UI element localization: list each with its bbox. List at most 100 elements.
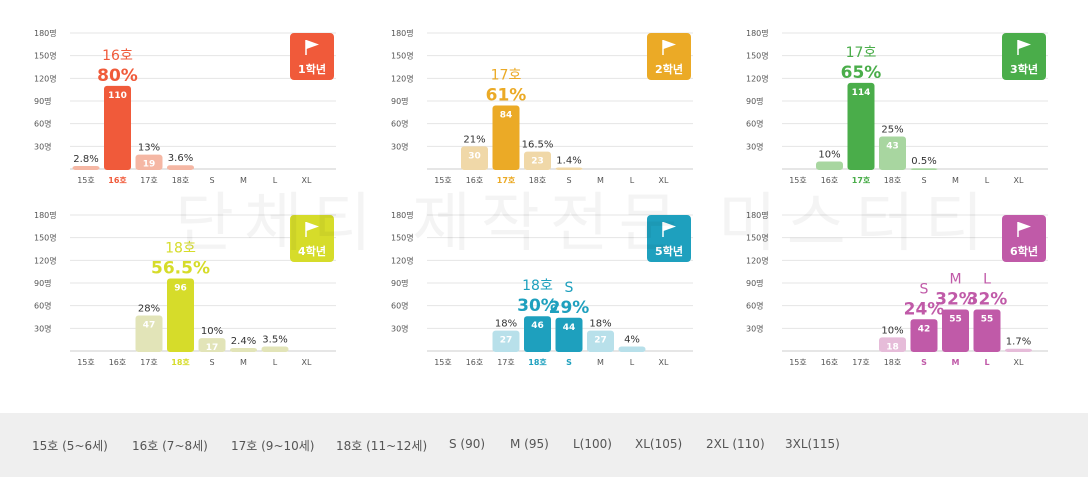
y-tick-label: 60명 xyxy=(34,119,52,129)
flag-icon xyxy=(663,222,676,231)
count-label: 84 xyxy=(500,111,513,121)
grade-badge xyxy=(290,215,334,262)
chart-6: 30명 60명 90명 120명 150명 180명 15호 16호 17호 18 10% 18호 42… xyxy=(746,210,1048,367)
y-tick-label: 120명 xyxy=(391,255,414,265)
top-size-label: 18호 xyxy=(165,240,196,256)
y-tick-label: 150명 xyxy=(391,233,414,243)
top-percent-label: 32% xyxy=(935,289,976,309)
x-tick-label: 15호 xyxy=(434,358,452,367)
y-tick-label: 30명 xyxy=(746,323,764,333)
grade-badge xyxy=(1002,33,1046,80)
legend-item-s: S (90) xyxy=(449,437,486,451)
y-tick-label: 180명 xyxy=(746,210,769,220)
count-label: 27 xyxy=(500,336,513,346)
y-tick-label: 120명 xyxy=(34,73,57,83)
y-tick-label: 180명 xyxy=(391,28,414,38)
legend-item-m: M (95) xyxy=(510,437,549,451)
bar-XL xyxy=(1005,348,1032,352)
bar-S xyxy=(910,168,938,170)
x-tick-label: 16호 xyxy=(109,358,127,367)
x-tick-label: 16호 xyxy=(821,358,839,367)
top-percent-label: 29% xyxy=(549,298,590,318)
bar-L xyxy=(261,346,289,352)
x-tick-label: 16호 xyxy=(466,176,484,185)
x-tick-label: 18호 xyxy=(172,176,190,185)
chart-5: 30명 60명 90명 120명 150명 180명 15호 16호 27 18% 17호 46 18호… xyxy=(391,210,693,367)
flag-icon xyxy=(1018,40,1031,49)
x-tick-label: XL xyxy=(659,358,669,367)
x-tick-label: 18호 xyxy=(528,357,547,367)
percent-label: 10% xyxy=(818,149,840,160)
grade-label: 3학년 xyxy=(1010,62,1038,76)
y-tick-label: 120명 xyxy=(391,73,414,83)
bar-17호 xyxy=(847,82,875,170)
grade-label: 5학년 xyxy=(655,244,683,258)
x-tick-label: XL xyxy=(302,358,312,367)
y-tick-label: 60명 xyxy=(34,301,52,311)
count-label: 96 xyxy=(174,283,187,293)
count-label: 46 xyxy=(531,321,544,331)
x-tick-label: S xyxy=(921,176,926,185)
legend-item-l: L(100) xyxy=(573,437,612,451)
bar-17호 xyxy=(492,105,520,170)
percent-label: 4% xyxy=(624,334,640,345)
x-tick-label: M xyxy=(597,358,604,367)
y-tick-label: 90명 xyxy=(34,278,52,288)
count-label: 27 xyxy=(594,336,607,346)
bar-S xyxy=(555,167,583,170)
x-tick-label: M xyxy=(952,176,959,185)
y-tick-label: 60명 xyxy=(746,119,764,129)
count-label: 110 xyxy=(108,91,127,101)
grade-size-charts: 30명 60명 90명 120명 150명 180명 2.8% 15호 110 16호 19 13% 1… xyxy=(34,28,1048,367)
legend-item-18: 18호 (11~12세) xyxy=(336,439,428,453)
bar-18호 xyxy=(167,278,194,352)
x-tick-label: S xyxy=(209,358,214,367)
chart-2: 30명 60명 90명 120명 150명 180명 15호 30 21% 16호 84 17호 23 1… xyxy=(391,28,693,185)
percent-label: 28% xyxy=(138,303,160,314)
percent-label: 18% xyxy=(495,319,517,330)
x-tick-label: 18호 xyxy=(171,357,190,367)
y-tick-label: 180명 xyxy=(34,28,57,38)
percent-label: 2.4% xyxy=(231,336,256,347)
bar-18호 xyxy=(879,136,906,170)
x-tick-label: L xyxy=(630,176,635,185)
percent-label: 3.6% xyxy=(168,153,193,164)
bar-16호 xyxy=(816,161,843,170)
bar-16호 xyxy=(104,85,131,170)
x-tick-label: 18호 xyxy=(529,176,547,185)
top-size-label: S xyxy=(920,281,929,297)
percent-label: 0.5% xyxy=(911,156,936,167)
grade-badge xyxy=(1002,215,1046,262)
flag-icon xyxy=(306,40,319,49)
top-size-label: S xyxy=(565,280,574,296)
x-tick-label: 15호 xyxy=(434,176,452,185)
x-tick-label: L xyxy=(630,358,635,367)
x-tick-label: 17호 xyxy=(497,358,515,367)
top-percent-label: 56.5% xyxy=(151,258,210,278)
x-tick-label: 15호 xyxy=(77,358,95,367)
top-size-label: L xyxy=(983,271,991,287)
x-tick-label: 17호 xyxy=(852,175,871,185)
x-tick-label: M xyxy=(952,358,960,367)
y-tick-label: 150명 xyxy=(34,51,57,61)
y-tick-label: 90명 xyxy=(391,278,409,288)
x-tick-label: 17호 xyxy=(140,176,158,185)
percent-label: 25% xyxy=(881,125,903,136)
count-label: 19 xyxy=(143,160,156,170)
x-tick-label: 18호 xyxy=(884,358,902,367)
x-tick-label: 17호 xyxy=(497,175,516,185)
percent-label: 18% xyxy=(589,319,611,330)
count-label: 17 xyxy=(206,343,219,353)
bar-S xyxy=(910,319,938,352)
y-tick-label: 60명 xyxy=(391,119,409,129)
legend-item-16: 16호 (7~8세) xyxy=(132,439,208,453)
count-label: 114 xyxy=(852,88,871,98)
y-tick-label: 30명 xyxy=(746,141,764,151)
y-tick-label: 120명 xyxy=(34,255,57,265)
top-size-label: 17호 xyxy=(491,68,522,84)
chart-3: 30명 60명 90명 120명 150명 180명 15호 10% 16호 114 17호 43 25… xyxy=(746,28,1048,185)
grade-label: 6학년 xyxy=(1010,244,1038,258)
chart-4: 30명 60명 90명 120명 150명 180명 15호 16호 47 28% 17호 96 18호… xyxy=(34,210,336,367)
y-tick-label: 90명 xyxy=(391,96,409,106)
x-tick-label: 15호 xyxy=(789,176,807,185)
